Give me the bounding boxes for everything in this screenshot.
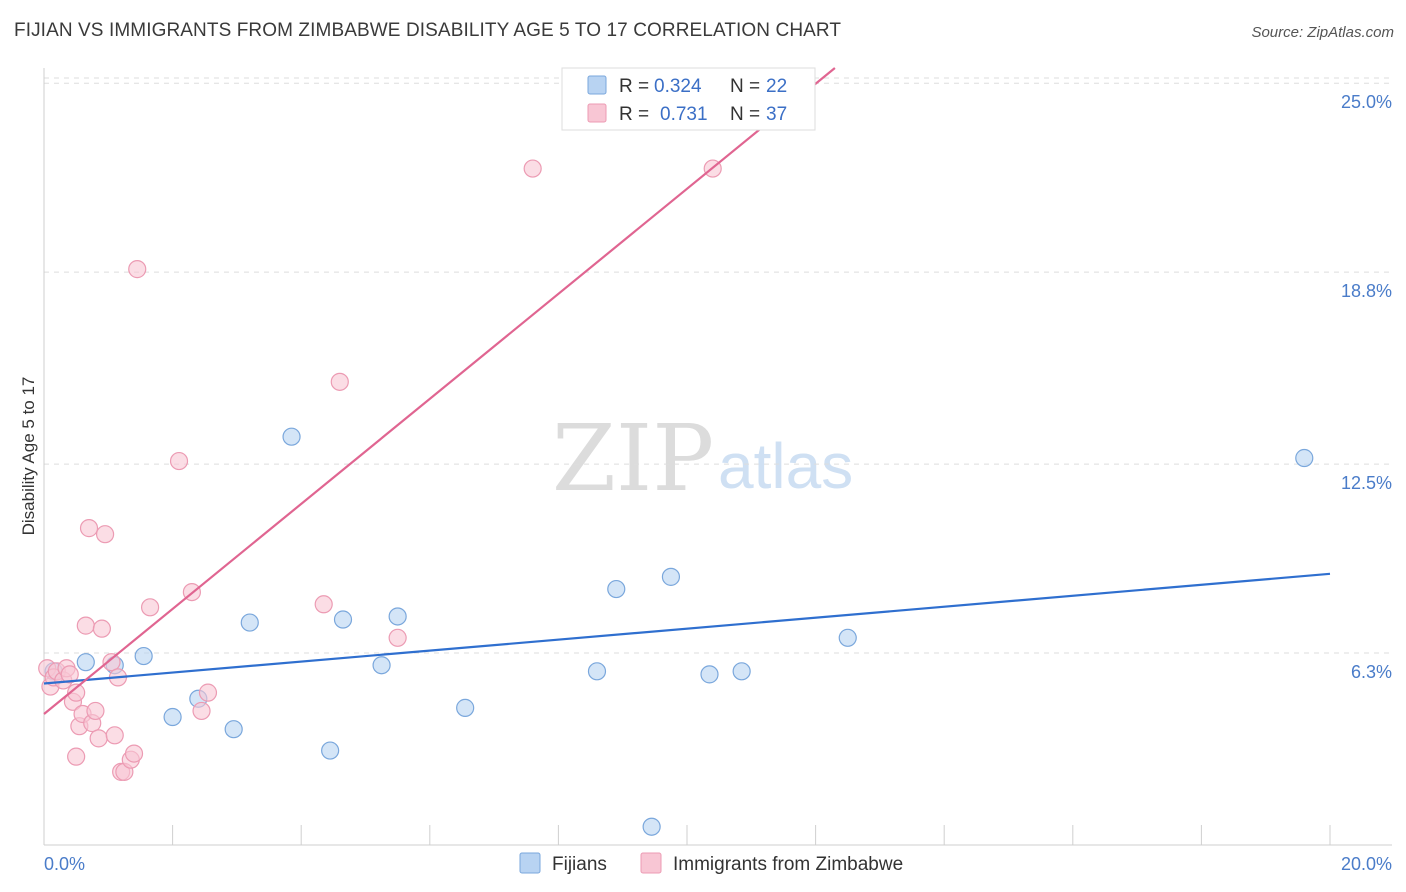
zimbabwe-trend-line	[43, 67, 836, 715]
watermark-zip: ZIP	[552, 405, 714, 512]
bottom-legend-swatch-zim	[640, 852, 662, 874]
chart-title: FIJIAN VS IMMIGRANTS FROM ZIMBABWE DISAB…	[14, 20, 842, 41]
bottom-legend-swatch-fijians	[519, 852, 541, 874]
legend-n-label: N =	[730, 104, 760, 125]
fijians-point	[333, 610, 353, 629]
zimbabwe-point	[95, 525, 115, 544]
zimbabwe-point	[128, 260, 147, 279]
fijians-point	[372, 656, 391, 675]
x-ticks	[43, 825, 1331, 845]
fijians-point	[1295, 448, 1314, 468]
legend-n-value: 37	[766, 104, 787, 125]
zimbabwe-point	[124, 744, 144, 763]
legend-r-label: R =	[619, 104, 649, 125]
zimbabwe-point	[523, 159, 542, 178]
zimbabwe-point	[89, 729, 108, 748]
zimbabwe-point	[330, 372, 349, 391]
zimbabwe-point	[86, 701, 105, 721]
fijians-point	[607, 579, 626, 599]
trend-lines	[43, 67, 1331, 715]
fijians-point	[642, 817, 661, 836]
fijians-point	[388, 607, 407, 626]
zimbabwe-point	[60, 665, 79, 684]
zimbabwe-point	[102, 653, 121, 672]
legend-n-label: N =	[730, 76, 760, 97]
zimbabwe-point	[76, 616, 95, 635]
zimbabwe-point	[169, 451, 189, 471]
x-tick-label-min: 0.0%	[44, 854, 85, 874]
legend-swatch-zim	[587, 103, 607, 123]
y-tick-label: 25.0%	[1341, 92, 1392, 112]
fijians-point	[224, 720, 243, 739]
legend-bottom: Fijians Immigrants from Zimbabwe	[519, 852, 903, 875]
legend-r-value: 0.324	[654, 76, 702, 97]
legend-r-value: 0.731	[660, 104, 708, 125]
fijians-point	[282, 427, 301, 446]
legend-n-value: 22	[766, 76, 787, 97]
zimbabwe-point	[198, 683, 218, 702]
y-tick-label: 6.3%	[1351, 662, 1392, 682]
zimbabwe-point	[192, 701, 211, 721]
watermark-atlas: atlas	[718, 430, 853, 502]
x-tick-label-max: 20.0%	[1341, 854, 1392, 874]
y-tick-labels: 6.3% 12.5% 18.8% 25.0%	[1341, 92, 1392, 682]
zimbabwe-point	[388, 628, 407, 647]
zimbabwe-point	[79, 519, 99, 538]
fijians-point	[838, 628, 857, 647]
bottom-legend-label-fijians: Fijians	[552, 854, 607, 875]
fijians-point	[587, 662, 607, 681]
fijians-point	[700, 665, 719, 684]
fijians-point	[661, 567, 681, 586]
data-points	[38, 159, 1314, 836]
fijians-point	[456, 698, 475, 717]
zimbabwe-point	[67, 747, 86, 766]
zimbabwe-point	[67, 683, 86, 702]
legend-top: R = 0.324 N = 22 R = 0.731 N = 37	[561, 67, 816, 131]
bottom-legend-label-zim: Immigrants from Zimbabwe	[673, 854, 903, 875]
axes	[43, 68, 1392, 846]
y-axis-label: Disability Age 5 to 17	[19, 377, 38, 536]
chart-source: Source: ZipAtlas.com	[1251, 24, 1394, 41]
fijians-point	[321, 741, 340, 760]
fijians-point	[240, 613, 259, 632]
watermark: ZIP atlas	[552, 405, 853, 512]
zimbabwe-point	[92, 619, 111, 638]
zimbabwe-point	[314, 595, 333, 614]
legend-r-label: R =	[619, 76, 649, 97]
fijians-point	[76, 653, 95, 672]
zimbabwe-point	[105, 726, 124, 745]
fijians-trend-line	[43, 572, 1331, 685]
fijians-point	[163, 707, 182, 727]
fijians-point	[134, 646, 153, 666]
legend-swatch-fijians	[587, 75, 607, 95]
y-tick-label: 12.5%	[1341, 473, 1392, 493]
zimbabwe-point	[140, 598, 160, 617]
y-tick-label: 18.8%	[1341, 281, 1392, 301]
fijians-point	[732, 662, 751, 681]
